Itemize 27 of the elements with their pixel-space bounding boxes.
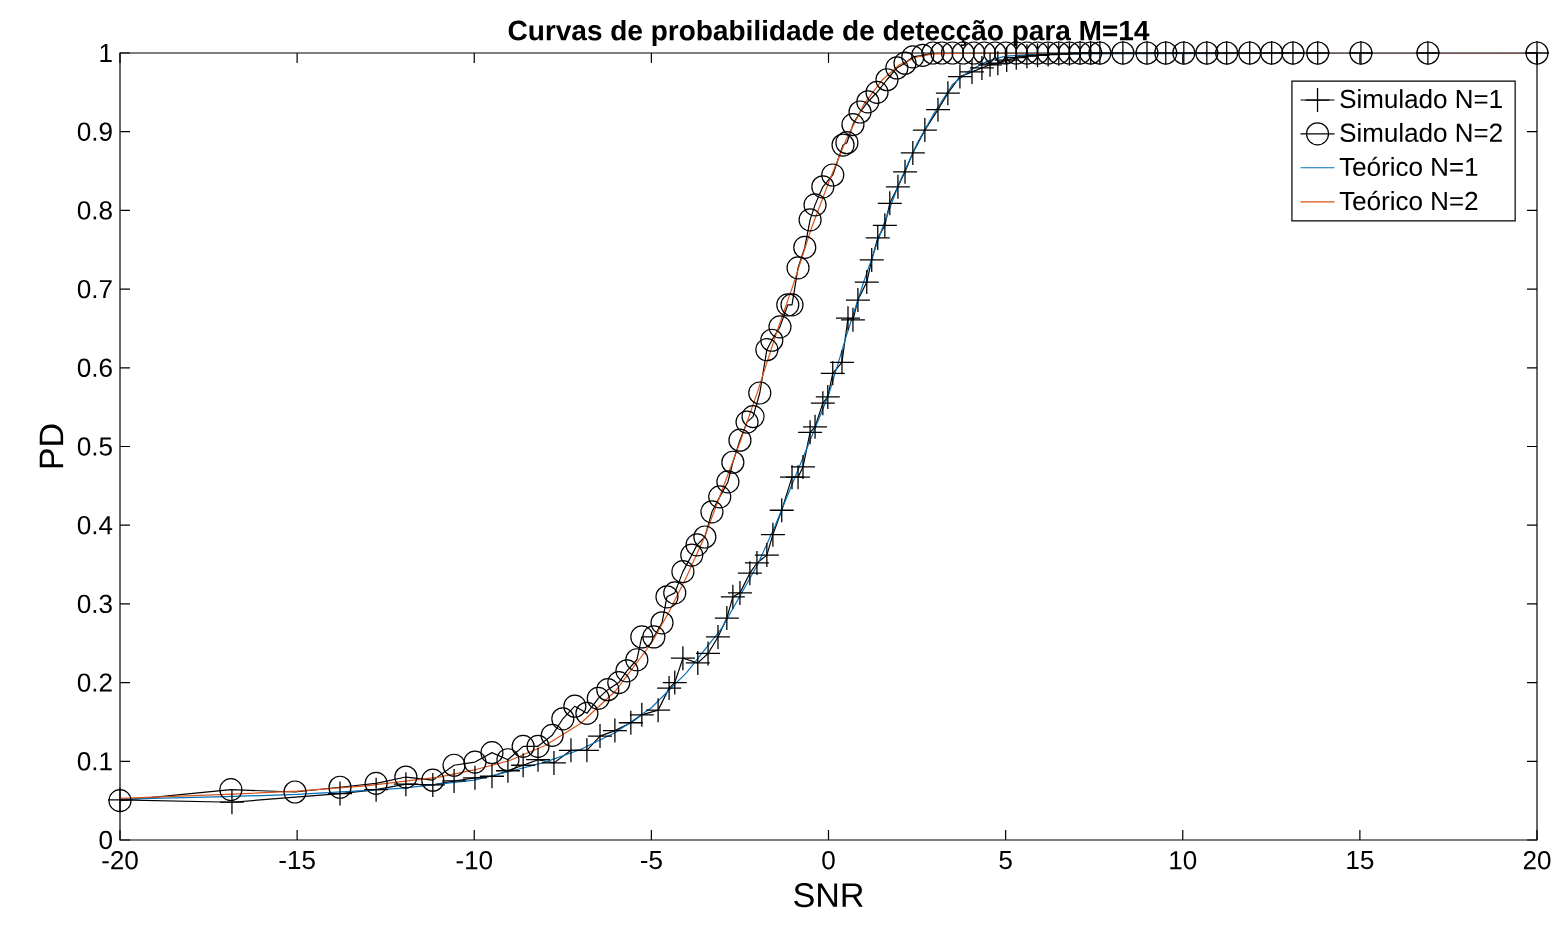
- y-tick-label: 0.2: [77, 673, 112, 692]
- legend-label: Simulado N=1: [1340, 89, 1502, 109]
- y-tick-label: 0.4: [77, 515, 113, 535]
- y-tick-label: 0.7: [77, 279, 112, 299]
- x-tick-label: -10: [456, 851, 493, 870]
- y-tick-label: 0.8: [77, 201, 112, 220]
- y-axis-title: PD: [39, 424, 64, 468]
- y-tick-label: 0.9: [77, 122, 112, 141]
- legend-label: Teórico N=1: [1339, 156, 1478, 177]
- y-tick-label: 0: [99, 830, 112, 850]
- x-tick-label: 15: [1347, 851, 1374, 870]
- y-tick-label: 0.1: [77, 752, 112, 771]
- x-tick-label: 20: [1523, 851, 1551, 870]
- x-axis-title: SNR: [794, 883, 863, 908]
- legend-label: Simulado N=2: [1340, 122, 1502, 142]
- x-tick-label: 5: [999, 851, 1012, 870]
- y-tick-label: 0.6: [77, 358, 112, 377]
- y-tick-label: 0.3: [77, 594, 112, 614]
- legend-label: Teórico N=2: [1339, 190, 1478, 211]
- x-tick-label: -15: [279, 851, 315, 870]
- y-tick-label: 0.5: [77, 437, 112, 456]
- x-tick-label: -5: [640, 851, 662, 870]
- chart-title: Curvas de probabilidade de detecção para M=14: [508, 19, 1150, 46]
- y-tick-label: 1: [100, 44, 112, 62]
- x-tick-label: -20: [102, 851, 138, 870]
- x-tick-label: 10: [1170, 851, 1197, 870]
- x-tick-label: 0: [822, 851, 835, 870]
